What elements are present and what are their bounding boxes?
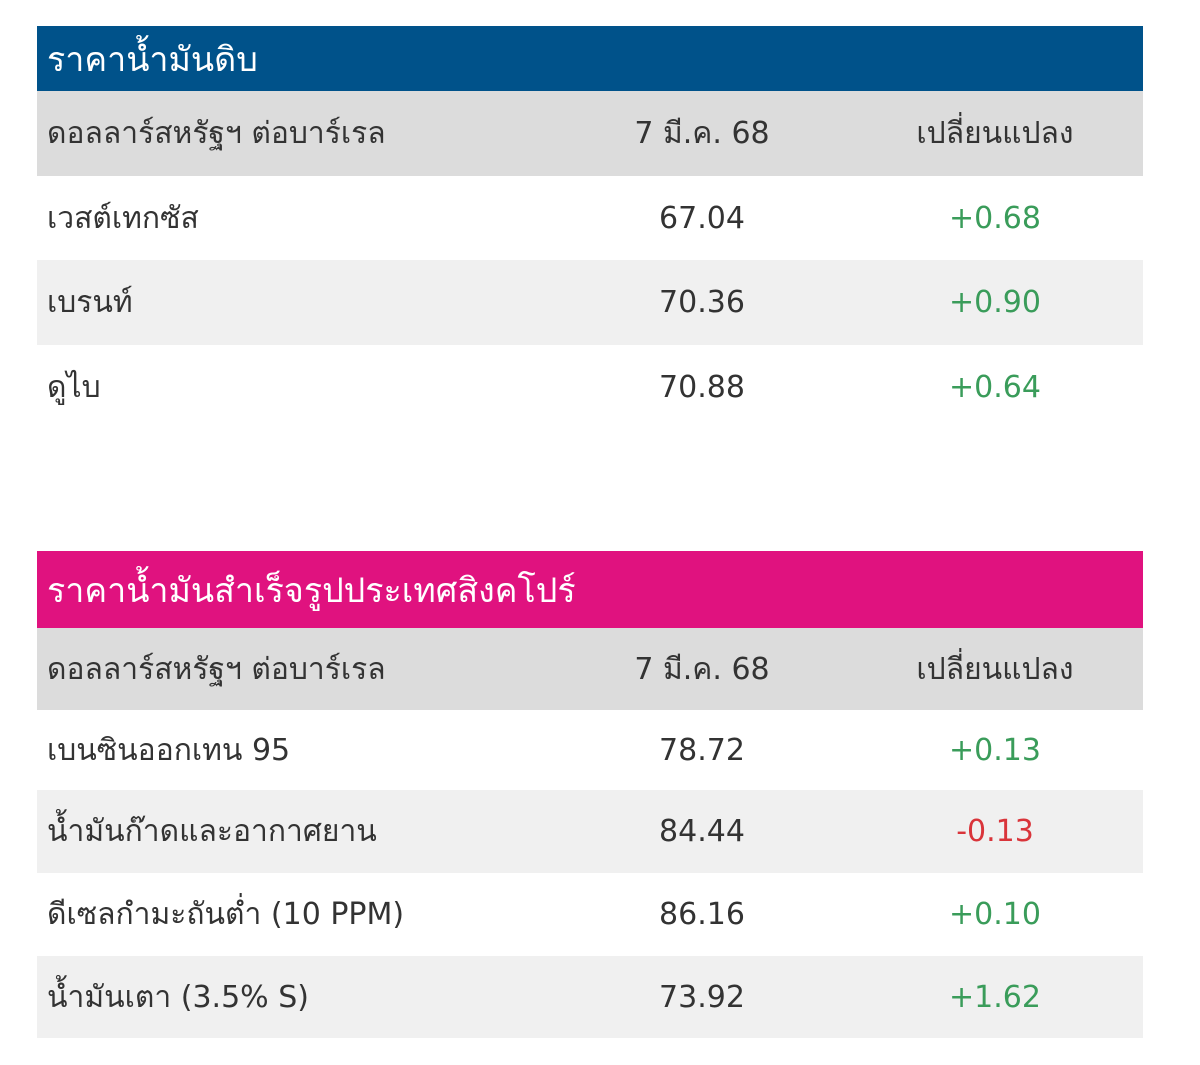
refined-oil-table: ราคาน้ำมันสำเร็จรูปประเทศสิงคโปร์ ดอลลาร… bbox=[37, 551, 1143, 1038]
oil-change: -0.13 bbox=[956, 814, 1034, 849]
oil-price: 84.44 bbox=[659, 814, 745, 849]
oil-price: 73.92 bbox=[659, 979, 745, 1015]
table-row: เวสต์เทกซัส 67.04 +0.68 bbox=[37, 176, 1143, 260]
crude-oil-table: ราคาน้ำมันดิบ ดอลลาร์สหรัฐฯ ต่อบาร์เรล 7… bbox=[37, 26, 1143, 430]
table-row: ดีเซลกำมะถันต่ำ (10 PPM) 86.16 +0.10 bbox=[37, 873, 1143, 956]
header-row: ดอลลาร์สหรัฐฯ ต่อบาร์เรล 7 มี.ค. 68 เปลี… bbox=[37, 91, 1143, 176]
table-row: น้ำมันเตา (3.5% S) 73.92 +1.62 bbox=[37, 956, 1143, 1038]
oil-change: +1.62 bbox=[949, 979, 1041, 1015]
oil-name: เบรนท์ bbox=[47, 285, 133, 320]
oil-price: 78.72 bbox=[659, 732, 745, 768]
column-header-unit: ดอลลาร์สหรัฐฯ ต่อบาร์เรล bbox=[47, 651, 386, 687]
table-row: ดูไบ 70.88 +0.64 bbox=[37, 345, 1143, 430]
oil-change: +0.10 bbox=[949, 897, 1041, 932]
column-header-date: 7 มี.ค. 68 bbox=[634, 651, 770, 687]
column-header-date: 7 มี.ค. 68 bbox=[634, 116, 770, 151]
oil-price: 70.88 bbox=[659, 370, 745, 405]
table-row: เบนซินออกเทน 95 78.72 +0.13 bbox=[37, 710, 1143, 790]
header-row: ดอลลาร์สหรัฐฯ ต่อบาร์เรล 7 มี.ค. 68 เปลี… bbox=[37, 628, 1143, 710]
column-header-change: เปลี่ยนแปลง bbox=[916, 116, 1074, 151]
oil-price: 86.16 bbox=[659, 897, 745, 932]
oil-name: ดีเซลกำมะถันต่ำ (10 PPM) bbox=[47, 897, 405, 932]
oil-name: เบนซินออกเทน 95 bbox=[47, 732, 291, 768]
oil-name: น้ำมันเตา (3.5% S) bbox=[47, 979, 309, 1015]
oil-name: น้ำมันก๊าดและอากาศยาน bbox=[47, 814, 377, 849]
column-header-unit: ดอลลาร์สหรัฐฯ ต่อบาร์เรล bbox=[47, 116, 386, 151]
oil-change: +0.13 bbox=[949, 732, 1041, 768]
oil-change: +0.90 bbox=[949, 285, 1041, 320]
table-title: ราคาน้ำมันดิบ bbox=[37, 26, 1143, 91]
oil-name: เวสต์เทกซัส bbox=[47, 200, 199, 236]
column-header-change: เปลี่ยนแปลง bbox=[916, 651, 1074, 687]
oil-price: 67.04 bbox=[659, 200, 745, 236]
table-row: เบรนท์ 70.36 +0.90 bbox=[37, 260, 1143, 345]
table-title: ราคาน้ำมันสำเร็จรูปประเทศสิงคโปร์ bbox=[37, 551, 1143, 628]
oil-name: ดูไบ bbox=[47, 370, 101, 405]
oil-price: 70.36 bbox=[659, 285, 745, 320]
oil-change: +0.68 bbox=[949, 200, 1041, 236]
oil-change: +0.64 bbox=[949, 370, 1041, 405]
table-row: น้ำมันก๊าดและอากาศยาน 84.44 -0.13 bbox=[37, 790, 1143, 873]
